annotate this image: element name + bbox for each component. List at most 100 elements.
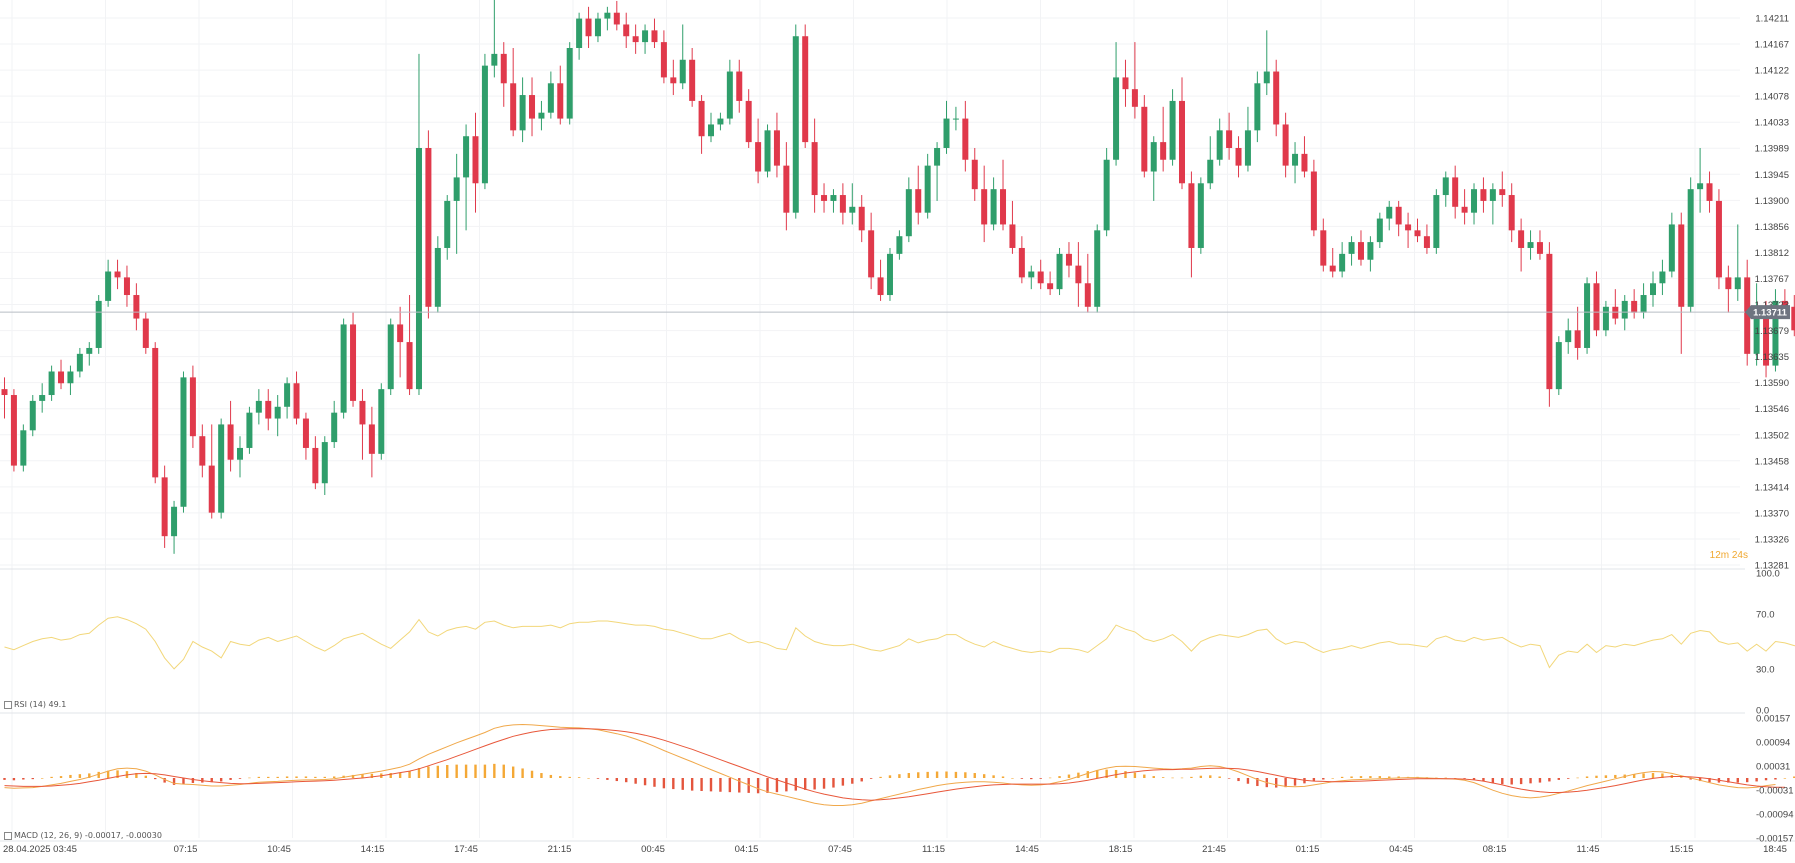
time-tick-label: 04:15 — [735, 844, 759, 855]
candle-body — [425, 148, 431, 307]
candle-body — [322, 442, 328, 483]
macd-histogram-bar — [936, 772, 938, 778]
macd-histogram-bar — [813, 778, 815, 789]
candle-body — [699, 101, 705, 136]
candle-body — [444, 201, 450, 248]
macd-histogram-bar — [276, 777, 278, 778]
time-tick-label: 17:45 — [454, 844, 478, 855]
macd-histogram-bar — [1388, 776, 1390, 778]
macd-histogram-bar — [3, 778, 5, 780]
candle-body — [567, 48, 573, 119]
macd-histogram-bar — [474, 765, 476, 778]
macd-histogram-bar — [785, 778, 787, 791]
macd-histogram-bar — [879, 777, 881, 778]
rsi-legend[interactable]: RSI (14) 49.1 — [4, 700, 66, 709]
candle-body — [981, 189, 987, 224]
macd-histogram-bar — [32, 778, 34, 779]
candle-body — [1160, 142, 1166, 160]
candle-body — [49, 371, 55, 395]
candle-body — [1593, 283, 1599, 330]
candle-body — [237, 448, 243, 460]
candle-body — [538, 113, 544, 119]
candle-body — [1311, 172, 1317, 231]
candle-body — [1038, 272, 1044, 284]
candle-body — [1443, 177, 1449, 195]
macd-histogram-bar — [1463, 778, 1465, 779]
time-tick-label: 11:45 — [1576, 844, 1599, 855]
macd-histogram-bar — [625, 778, 627, 782]
candle-body — [388, 324, 394, 389]
candle-body — [1009, 224, 1015, 248]
candle-body — [1349, 242, 1355, 254]
macd-histogram-bar — [898, 774, 900, 778]
candle-body — [501, 54, 507, 83]
candle-body — [849, 207, 855, 213]
macd-histogram-bar — [955, 772, 957, 778]
macd-histogram-bar — [1181, 778, 1183, 779]
macd-histogram-bar — [455, 765, 457, 778]
indicator-settings-icon[interactable] — [4, 832, 12, 840]
price-axis[interactable]: 1.142111.141671.141221.140781.140331.139… — [1755, 14, 1794, 845]
macd-histogram-bar — [1501, 778, 1503, 784]
macd-histogram-bar — [578, 777, 580, 778]
candle-body — [1320, 230, 1326, 265]
candle-body — [1330, 266, 1336, 272]
macd-histogram-bar — [1360, 776, 1362, 778]
macd-histogram-bar — [1511, 778, 1513, 784]
grid-lines — [0, 0, 1795, 841]
candle-body — [152, 348, 158, 477]
macd-histogram-bar — [1049, 778, 1051, 779]
candle-body — [925, 166, 931, 213]
candle-body — [548, 83, 554, 112]
price-tick-label: 1.13590 — [1755, 378, 1789, 389]
candle-body — [407, 342, 413, 389]
candle-body — [1377, 219, 1383, 243]
macd-histogram-bar — [682, 778, 684, 790]
time-tick-label: 14:15 — [361, 844, 385, 855]
macd-histogram-bar — [559, 776, 561, 778]
candle-body — [77, 354, 83, 372]
candle-body — [1433, 195, 1439, 248]
macd-histogram-bar — [484, 765, 486, 778]
macd-histogram-bar — [1134, 773, 1136, 778]
macd-histogram-bar — [1040, 778, 1042, 779]
macd-histogram-bar — [757, 778, 759, 793]
time-tick-label: 01:15 — [1296, 844, 1320, 855]
candle-body — [1716, 201, 1722, 277]
candle-body — [520, 95, 526, 130]
macd-histogram-bar — [60, 776, 62, 778]
macd-histogram-bar — [408, 771, 410, 778]
candle-body — [830, 195, 836, 201]
macd-histogram-bar — [493, 764, 495, 778]
candle-body — [1528, 242, 1534, 248]
candle-body — [1047, 283, 1053, 289]
time-tick-label: 10:45 — [267, 844, 291, 855]
price-tick-label: 1.13458 — [1755, 456, 1789, 467]
macd-histogram-bar — [418, 768, 420, 778]
macd-legend[interactable]: MACD (12, 26, 9) -0.00017, -0.00030 — [4, 831, 162, 840]
candle-body — [1019, 248, 1025, 277]
macd-histogram-bar — [700, 778, 702, 791]
candle-body — [1151, 142, 1157, 171]
macd-histogram-bar — [1218, 776, 1220, 778]
indicator-settings-icon[interactable] — [4, 701, 12, 709]
macd-histogram-bar — [597, 778, 599, 779]
candle-body — [341, 324, 347, 412]
price-tick-label: 1.14211 — [1755, 14, 1789, 25]
macd-tick-label: 0.00157 — [1756, 714, 1790, 725]
macd-histogram-bar — [1445, 778, 1447, 779]
candle-body — [586, 19, 592, 37]
candle-body — [1415, 230, 1421, 236]
candle-body — [1509, 195, 1515, 230]
candle-body — [604, 13, 610, 19]
time-tick-label: 28.04.2025 03:45 — [3, 844, 77, 855]
macd-histogram-bar — [992, 775, 994, 778]
candle-body — [115, 272, 121, 278]
candle-body — [1791, 307, 1795, 331]
candle-body — [962, 119, 968, 160]
candle-body — [1669, 224, 1675, 271]
candle-body — [2, 389, 8, 395]
